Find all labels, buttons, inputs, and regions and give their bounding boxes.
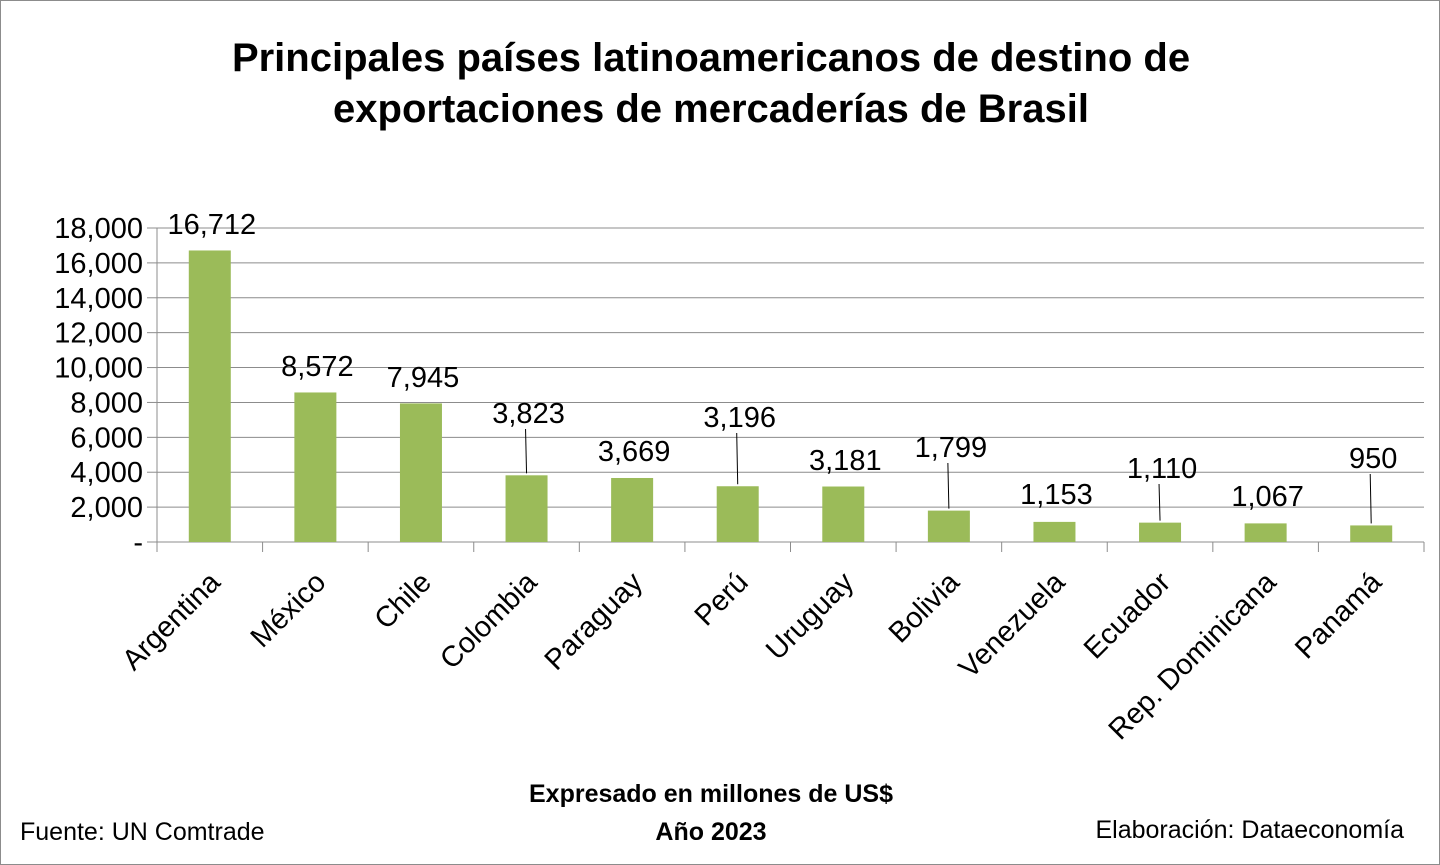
y-tick-label: 14,000 [54, 283, 143, 315]
bar-per- [716, 486, 759, 542]
bar-argentina [188, 250, 231, 542]
leader-line [1158, 483, 1161, 521]
data-label: 3,181 [809, 445, 882, 477]
y-tick-label: 18,000 [54, 213, 143, 245]
credit-note: Elaboración: Dataeconomía [1095, 816, 1404, 844]
data-label: 1,153 [1020, 479, 1093, 511]
x-tick-label: Uruguay [760, 566, 860, 666]
bar-bolivia [927, 510, 970, 542]
y-tick-label: - [133, 527, 143, 559]
x-tick-label: Chile [369, 566, 438, 635]
data-label: 1,799 [915, 432, 988, 464]
data-label: 3,823 [492, 398, 565, 430]
x-tick-label: Panamá [1289, 566, 1389, 666]
x-tick-label: Bolivia [883, 566, 967, 650]
data-label: 1,110 [1127, 453, 1197, 485]
x-tick-label: Venezuela [953, 566, 1072, 685]
data-label: 3,669 [598, 436, 671, 468]
leader-line [1369, 473, 1372, 524]
y-tick-label: 4,000 [70, 457, 143, 489]
y-tick-label: 10,000 [54, 353, 143, 385]
x-tick-label: Ecuador [1078, 566, 1177, 665]
bar-venezuela [1033, 521, 1076, 542]
data-label: 7,945 [387, 362, 460, 394]
y-tick-label: 2,000 [70, 492, 143, 524]
data-label: 3,196 [703, 402, 776, 434]
bar-chile [399, 403, 442, 542]
bar-ecuador [1139, 522, 1182, 542]
leader-line [525, 428, 528, 474]
chart-title-line-2: exportaciones de mercaderías de Brasil [333, 87, 1089, 131]
leader-line [947, 462, 950, 509]
y-tick-label: 8,000 [70, 387, 143, 419]
chart-title: Principales países latinoamericanos de d… [0, 33, 1422, 135]
x-tick-label: Perú [689, 566, 755, 632]
bar-paraguay [611, 477, 654, 542]
bar-uruguay [822, 486, 865, 542]
bar-rep-dominicana [1244, 523, 1287, 542]
y-tick-label: 6,000 [70, 422, 143, 454]
data-label: 1,067 [1231, 481, 1304, 513]
x-tick-label: México [245, 566, 333, 654]
bar-panam- [1350, 525, 1393, 542]
y-tick-label: 16,000 [54, 248, 143, 280]
x-axis-title: Expresado en millones de US$ [528, 780, 893, 808]
bar-colombia [505, 475, 548, 542]
y-tick-label: 12,000 [54, 318, 143, 350]
chart-title-line-1: Principales países latinoamericanos de d… [231, 36, 1191, 80]
source-note: Fuente: UN Comtrade [20, 818, 265, 846]
x-tick-label: Colombia [434, 566, 544, 676]
data-label: 8,572 [281, 351, 354, 383]
bar-m-xico [294, 392, 337, 542]
leader-line [736, 432, 739, 485]
data-label: 950 [1349, 443, 1397, 475]
x-tick-label: Paraguay [539, 566, 650, 677]
x-tick-label: Argentina [116, 566, 227, 677]
chart-subtitle-year: Año 2023 [655, 818, 767, 846]
data-label: 16,712 [167, 209, 256, 241]
